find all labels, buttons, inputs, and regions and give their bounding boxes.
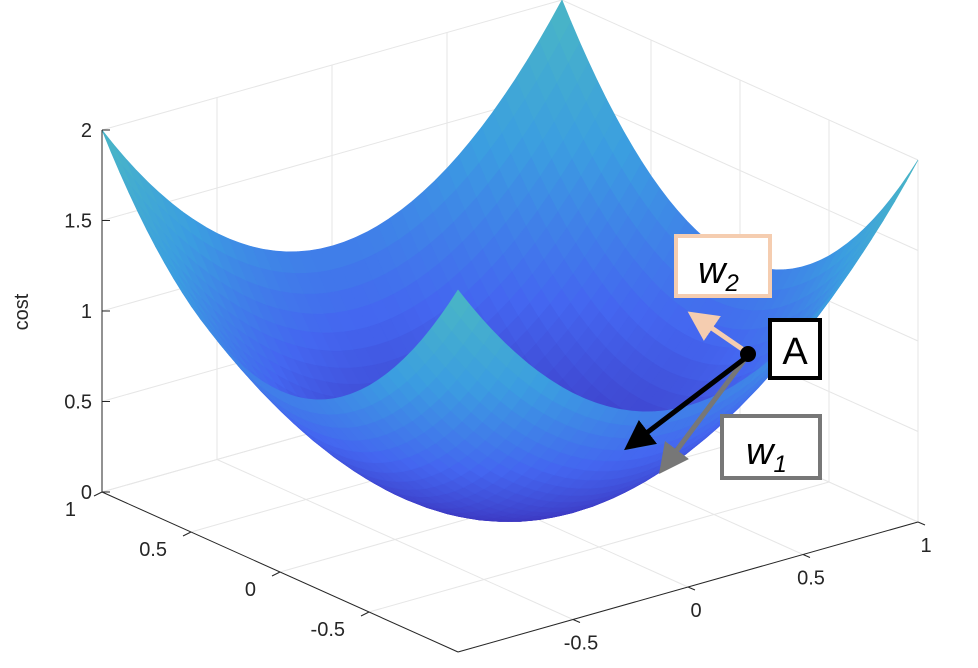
surface-patch: [870, 198, 892, 231]
y-tick: [93, 491, 103, 497]
y-tick: [271, 571, 281, 577]
y-tick-label: 1: [65, 499, 76, 521]
z-axis-label: cost: [11, 293, 33, 330]
w1-label: w1: [746, 431, 787, 478]
wall-gridline: [561, 0, 919, 161]
wall-gridline: [561, 90, 919, 251]
w2-box: [674, 234, 772, 298]
z-tick-label: 2: [81, 120, 92, 142]
x-tick-label: 0.5: [797, 568, 825, 590]
axes: 0 0.5 1 1.5 2 -0.5 0 0.5 1 -0.5 0 0.5 1: [64, 120, 931, 655]
point-a-box: [768, 318, 822, 380]
y-tick-label: 0: [245, 579, 256, 601]
surface-patch: [879, 186, 901, 220]
x-tick: [572, 619, 581, 623]
w2-arrow: [687, 311, 750, 356]
z-tick-label: 0.5: [64, 392, 92, 414]
y-tick-label: 0.5: [139, 539, 167, 561]
x-tick-label: -0.5: [564, 633, 598, 655]
gradient-arrow: [624, 354, 750, 451]
x-tick-label: 1: [920, 535, 931, 557]
wall-gridline: [101, 0, 563, 131]
z-tick-label: 1.5: [64, 211, 92, 233]
surface-patch: [101, 129, 123, 167]
y-tick: [182, 531, 192, 537]
point-a-label: A: [782, 331, 808, 373]
surface-patch: [448, 289, 470, 319]
z-tick-label: 1: [81, 301, 92, 323]
w1-box: [720, 414, 822, 480]
x-tick: [687, 586, 696, 591]
point-a-marker: [740, 346, 756, 362]
z-tick-label: 0: [81, 482, 92, 504]
y-tick-label: -0.5: [311, 619, 345, 641]
w2-label: w2: [698, 250, 739, 297]
x-tick-label: 0: [690, 600, 701, 622]
y-tick: [360, 611, 370, 617]
annotations: w2 w1 A: [624, 234, 822, 480]
wall-gridline: [101, 90, 563, 221]
x-tick: [917, 521, 926, 526]
x-tick: [802, 554, 811, 558]
w1-arrow: [659, 353, 751, 475]
